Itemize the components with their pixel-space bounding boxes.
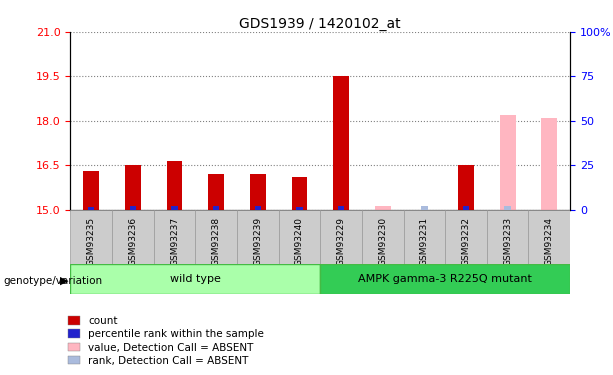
Text: GSM93232: GSM93232: [462, 216, 471, 266]
Text: ▶: ▶: [60, 276, 69, 285]
Bar: [338, 206, 345, 210]
Bar: [375, 206, 390, 210]
Text: GSM93235: GSM93235: [87, 216, 96, 266]
Bar: [292, 177, 307, 210]
Bar: [421, 206, 427, 210]
Text: GSM93233: GSM93233: [503, 216, 512, 266]
Bar: [528, 210, 570, 264]
Bar: [504, 206, 511, 210]
Bar: [213, 206, 219, 210]
Bar: [196, 210, 237, 264]
Text: wild type: wild type: [170, 274, 221, 284]
Bar: [541, 118, 557, 210]
Bar: [208, 174, 224, 210]
Bar: [237, 210, 279, 264]
Bar: [130, 206, 136, 210]
Bar: [70, 264, 320, 294]
Text: GSM93240: GSM93240: [295, 216, 304, 266]
Bar: [296, 207, 303, 210]
Bar: [445, 210, 487, 264]
Bar: [112, 210, 154, 264]
Bar: [88, 207, 94, 210]
Bar: [125, 165, 141, 210]
Text: GSM93231: GSM93231: [420, 216, 429, 266]
Bar: [458, 165, 474, 210]
Text: GSM93234: GSM93234: [545, 216, 554, 266]
Bar: [154, 210, 196, 264]
Bar: [172, 206, 178, 210]
Text: GSM93230: GSM93230: [378, 216, 387, 266]
Bar: [320, 264, 570, 294]
Bar: [279, 210, 321, 264]
Bar: [70, 210, 112, 264]
Bar: [83, 171, 99, 210]
Title: GDS1939 / 1420102_at: GDS1939 / 1420102_at: [240, 17, 401, 31]
Bar: [333, 76, 349, 210]
Bar: [254, 206, 261, 210]
Legend: count, percentile rank within the sample, value, Detection Call = ABSENT, rank, : count, percentile rank within the sample…: [63, 312, 268, 370]
Text: GSM93238: GSM93238: [211, 216, 221, 266]
Bar: [403, 210, 445, 264]
Bar: [487, 210, 528, 264]
Bar: [250, 174, 266, 210]
Bar: [362, 210, 403, 264]
Bar: [463, 206, 469, 210]
Text: AMPK gamma-3 R225Q mutant: AMPK gamma-3 R225Q mutant: [358, 274, 532, 284]
Text: GSM93229: GSM93229: [337, 216, 346, 266]
Text: GSM93239: GSM93239: [253, 216, 262, 266]
Text: genotype/variation: genotype/variation: [3, 276, 102, 285]
Text: GSM93236: GSM93236: [129, 216, 137, 266]
Bar: [167, 161, 183, 210]
Bar: [500, 115, 516, 210]
Text: GSM93237: GSM93237: [170, 216, 179, 266]
Bar: [320, 210, 362, 264]
